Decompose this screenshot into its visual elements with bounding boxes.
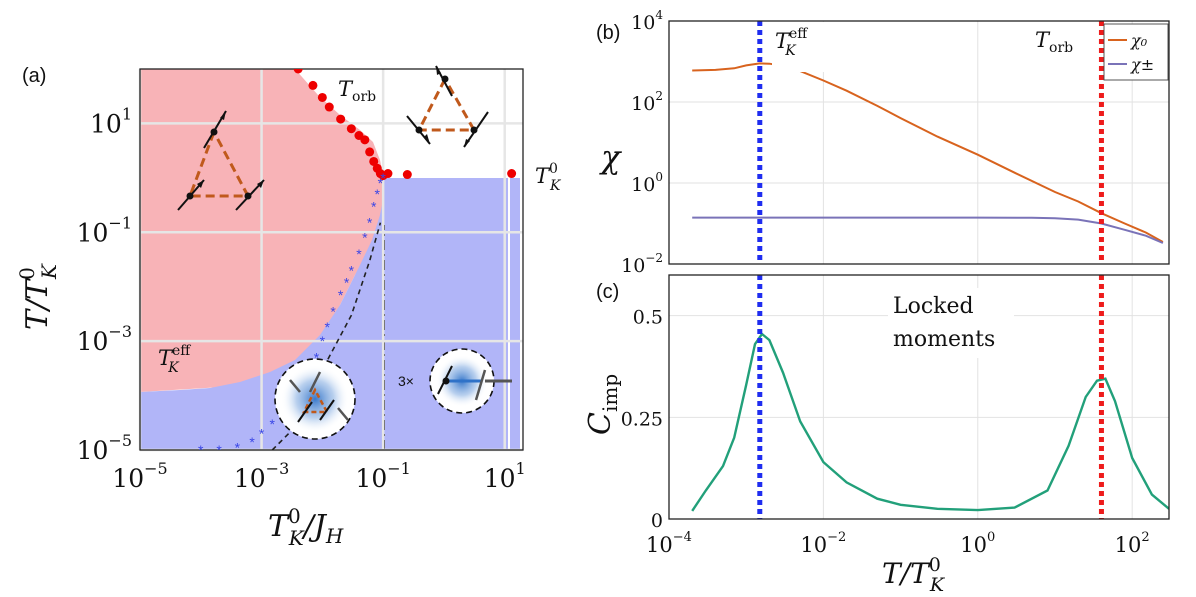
- singlet-bubble-right: [429, 348, 512, 414]
- tkeff-point: *: [344, 274, 350, 290]
- panel-c-label: (c): [596, 281, 619, 303]
- torb-point: [365, 147, 375, 157]
- x-tick-label: 101: [484, 459, 526, 493]
- svg-text:Cimp: Cimp: [583, 374, 622, 435]
- legend-chi0: χ₀: [1130, 31, 1148, 50]
- torb-point: [317, 92, 327, 102]
- tkeff-point: *: [375, 186, 381, 202]
- cimp-line: [691, 332, 1169, 512]
- panel-a-xlabel: T0 K/JH: [268, 504, 344, 550]
- panel-a-ticks: 10−5 10−3 10−1 101 10−5 10−3 10−1 101: [77, 104, 526, 493]
- singlet-bubble-left: [274, 358, 356, 440]
- panel-b-legend: χ₀ χ±: [1103, 23, 1169, 81]
- panel-a-label: (a): [22, 65, 46, 87]
- tkeff-point: *: [367, 215, 373, 231]
- x-tick-label: 10−2: [800, 530, 846, 557]
- tkeff-point: *: [330, 304, 336, 320]
- torb-point: [293, 69, 303, 74]
- panel-c-frame: [668, 274, 1170, 520]
- panel-b-background: [669, 21, 1169, 264]
- tkeff-point: *: [320, 333, 326, 349]
- tkeff-point: *: [259, 426, 265, 442]
- tkeff-point: *: [314, 350, 320, 366]
- tkeff-point: *: [324, 319, 330, 335]
- tkeff-point: *: [235, 440, 241, 456]
- legend-chipm: χ±: [1130, 55, 1154, 74]
- chipm-line: [692, 216, 1164, 244]
- tkeff-point: *: [338, 287, 344, 303]
- tkeff-point: *: [349, 262, 355, 278]
- y-tick-label: 0.5: [633, 307, 663, 329]
- panel-a-frame: [139, 68, 524, 451]
- x-tick-label: 10−4: [646, 530, 692, 557]
- y-tick-label: 100: [631, 170, 663, 196]
- panel-c-xlabel: T/T0 K: [882, 554, 946, 596]
- torb-vline-label: Torb: [1034, 24, 1098, 56]
- panel-c-marks: [691, 275, 1169, 519]
- x-tick-label: 10−5: [112, 459, 167, 493]
- x-tick-label: 10−1: [355, 459, 410, 493]
- torb-point: [402, 170, 412, 180]
- tkeff-vline-label: Teff K: [772, 22, 848, 72]
- x-tick-label: 102: [1115, 530, 1150, 557]
- tkeff-point: *: [270, 416, 276, 432]
- multiplier-annotation: 3×: [398, 373, 414, 389]
- tkeff-point: *: [371, 198, 377, 214]
- torb-annotation: Torb: [338, 77, 376, 105]
- panel-b-ylabel: χ: [599, 138, 622, 176]
- tkeff-point: *: [249, 434, 255, 450]
- tkeff-point: *: [356, 246, 362, 262]
- panel-a-ylabel: T/T0K: [15, 263, 61, 330]
- svg-text:Torb: Torb: [1035, 28, 1073, 56]
- torb-point: [383, 169, 393, 179]
- torb-point: [346, 124, 356, 134]
- panel-b-ticks: 104 102 100 10−2: [621, 8, 663, 277]
- triangle-illustration-left: [177, 110, 265, 211]
- y-tick-label: 102: [631, 89, 663, 115]
- torb-point: [507, 169, 517, 179]
- tkeff-point: *: [198, 442, 204, 458]
- torb-point: [324, 102, 334, 112]
- moments-annotation: moments: [893, 327, 995, 352]
- y-tick-label: 10−5: [77, 431, 132, 465]
- tkeff-point: *: [380, 170, 386, 186]
- svg-text:T/T0K: T/T0K: [15, 263, 61, 330]
- panel-c-ylabel: Cimp: [583, 374, 622, 435]
- y-tick-label: 0.25: [621, 408, 663, 430]
- torb-point: [360, 135, 370, 145]
- torb-point: [308, 80, 318, 90]
- torb-point: [369, 156, 379, 166]
- triangle-illustration-right: [406, 65, 489, 148]
- panel-a-blue-region: [140, 178, 520, 450]
- y-tick-label: 0: [651, 510, 663, 532]
- panel-b: 104 102 100 10−2 (b) χ Teff K Torb χ₀ χ±: [596, 8, 1170, 277]
- panel-c: 10−4 10−2 100 102 0 0.25 0.5 (c) Locked moment…: [583, 274, 1170, 596]
- panel-c-ticks: 10−4 10−2 100 102 0 0.25 0.5: [621, 307, 1150, 557]
- panel-a: ************************** 10−510−310−11…: [15, 65, 562, 550]
- locked-annotation: Locked: [893, 294, 974, 319]
- x-tick-label: 100: [960, 530, 995, 557]
- tk0-annotation: T0 K: [535, 161, 562, 194]
- panel-b-label: (b): [596, 22, 620, 44]
- y-tick-label: 10−3: [77, 322, 132, 356]
- chi0-line: [692, 62, 1164, 243]
- panel-b-marks: [692, 21, 1164, 264]
- tkeff-annotation: Teff K: [158, 343, 191, 376]
- y-tick-label: 101: [90, 104, 132, 138]
- y-tick-label: 10−1: [77, 213, 132, 247]
- x-tick-label: 10−3: [234, 459, 289, 493]
- tkeff-point: *: [362, 230, 368, 246]
- locked-moments-bg: [888, 288, 1014, 358]
- torb-point: [336, 114, 346, 124]
- tkeff-point: *: [378, 175, 384, 191]
- y-tick-label: 104: [631, 8, 663, 34]
- panel-b-frame: [668, 20, 1170, 265]
- tkeff-point: *: [216, 442, 222, 458]
- y-tick-label: 10−2: [621, 251, 663, 277]
